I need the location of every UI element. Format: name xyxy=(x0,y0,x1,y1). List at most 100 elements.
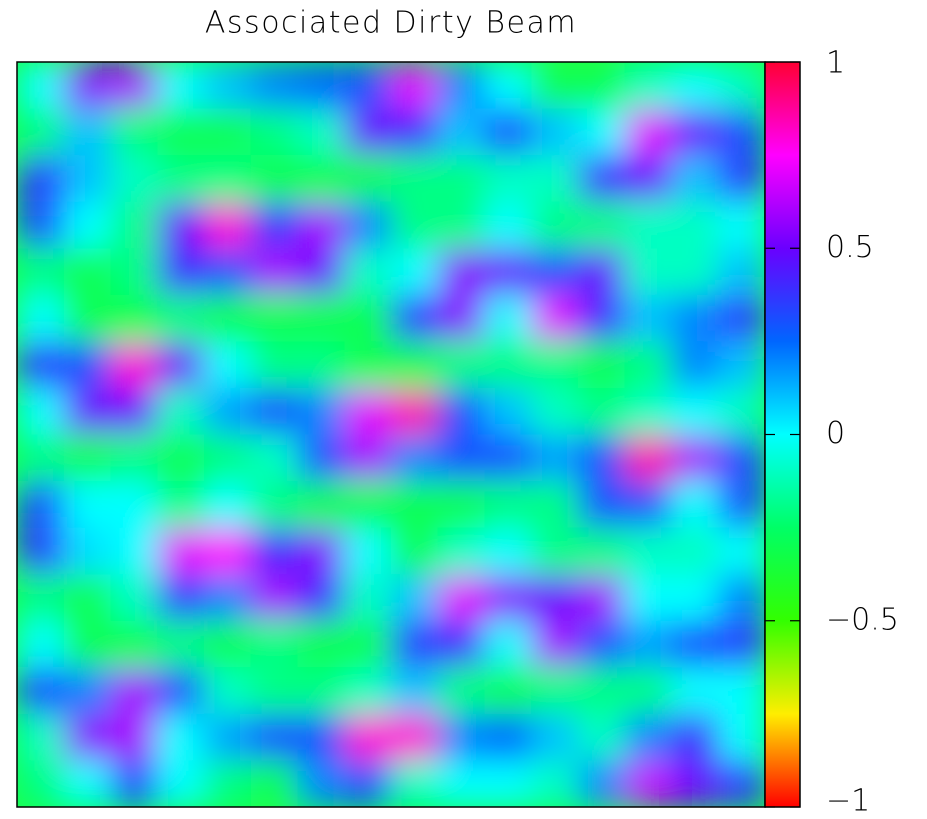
heatmap-cell xyxy=(204,294,252,342)
heatmap-cell xyxy=(671,201,719,249)
heatmap-cell xyxy=(531,434,579,482)
heatmap-cell xyxy=(671,294,719,342)
heatmap-cell xyxy=(531,713,579,761)
heatmap-cell xyxy=(718,434,765,482)
heatmap-cell xyxy=(718,620,765,668)
heatmap-cell xyxy=(344,620,392,668)
heatmap-cell xyxy=(578,481,626,529)
heatmap-cell xyxy=(250,760,298,807)
heatmap-cell xyxy=(671,760,719,807)
heatmap-cell xyxy=(157,481,205,529)
heatmap-cell xyxy=(63,155,111,203)
heatmap-cell xyxy=(344,667,392,715)
heatmap-cell xyxy=(437,108,485,156)
heatmap-cell xyxy=(578,201,626,249)
heatmap-cell xyxy=(484,387,532,435)
heatmap-cell xyxy=(484,62,532,110)
heatmap-cell xyxy=(391,294,439,342)
heatmap-cell xyxy=(391,155,439,203)
heatmap-cell xyxy=(531,341,579,389)
heatmap-cell xyxy=(63,620,111,668)
heatmap-cell xyxy=(484,155,532,203)
heatmap-cell xyxy=(578,574,626,622)
heatmap-cell xyxy=(437,760,485,807)
heatmap-cell xyxy=(484,667,532,715)
heatmap-cell xyxy=(157,760,205,807)
heatmap-cell xyxy=(531,155,579,203)
heatmap-cell xyxy=(204,620,252,668)
heatmap-cell xyxy=(671,155,719,203)
heatmap-cell xyxy=(484,527,532,575)
heatmap-cell xyxy=(17,434,65,482)
heatmap-cell xyxy=(204,108,252,156)
heatmap-cell xyxy=(671,62,719,110)
heatmap-cell xyxy=(391,760,439,807)
heatmap-cell xyxy=(391,387,439,435)
heatmap-cell xyxy=(531,294,579,342)
heatmap-cell xyxy=(157,294,205,342)
heatmap-cell xyxy=(157,108,205,156)
heatmap-cell xyxy=(391,62,439,110)
heatmap-cell xyxy=(344,527,392,575)
heatmap-cell xyxy=(110,481,158,529)
heatmap-cell xyxy=(578,341,626,389)
heatmap-cell xyxy=(157,667,205,715)
heatmap-cell xyxy=(437,481,485,529)
heatmap-cell xyxy=(718,155,765,203)
heatmap-cell xyxy=(250,713,298,761)
heatmap-cell xyxy=(391,667,439,715)
heatmap-cell xyxy=(110,574,158,622)
heatmap-cell xyxy=(17,574,65,622)
heatmap-cell xyxy=(531,574,579,622)
colorbar-ticks: −1 −0.5 0 0.5 1 xyxy=(765,46,899,819)
heatmap-cell xyxy=(63,108,111,156)
colorbar-tick-label: 0 xyxy=(826,416,845,451)
heatmap-cell xyxy=(297,620,345,668)
heatmap-cell xyxy=(17,294,65,342)
heatmap-cell xyxy=(344,248,392,296)
heatmap-cell xyxy=(624,248,672,296)
heatmap-cell xyxy=(718,760,765,807)
heatmap-cell xyxy=(204,387,252,435)
heatmap-cell xyxy=(110,387,158,435)
heatmap-cell xyxy=(204,667,252,715)
heatmap-cell xyxy=(578,620,626,668)
heatmap-cell xyxy=(17,667,65,715)
heatmap-cell xyxy=(624,481,672,529)
heatmap-cell xyxy=(63,201,111,249)
heatmap-cell xyxy=(484,294,532,342)
heatmap-cell xyxy=(297,713,345,761)
heatmap-cell xyxy=(63,574,111,622)
heatmap-cell xyxy=(110,294,158,342)
heatmap-cell xyxy=(624,155,672,203)
heatmap-cell xyxy=(110,201,158,249)
heatmap-cell xyxy=(671,387,719,435)
heatmap-cell xyxy=(63,667,111,715)
heatmap-cell xyxy=(204,760,252,807)
heatmap-cell xyxy=(344,760,392,807)
heatmap-cell xyxy=(671,574,719,622)
heatmap-cell xyxy=(157,574,205,622)
heatmap-cell xyxy=(297,387,345,435)
heatmap-cell xyxy=(624,294,672,342)
heatmap-cell xyxy=(578,434,626,482)
heatmap-cell xyxy=(17,527,65,575)
heatmap-cell xyxy=(344,201,392,249)
heatmap-cell xyxy=(157,155,205,203)
heatmap-cell xyxy=(297,294,345,342)
heatmap-cell xyxy=(63,434,111,482)
heatmap-cell xyxy=(204,713,252,761)
heatmap-cell xyxy=(391,527,439,575)
heatmap-cell xyxy=(578,108,626,156)
heatmap-cell xyxy=(391,341,439,389)
heatmap-cell xyxy=(297,62,345,110)
heatmap xyxy=(17,62,765,807)
heatmap-cell xyxy=(157,341,205,389)
heatmap-cell xyxy=(484,620,532,668)
heatmap-cell xyxy=(63,481,111,529)
heatmap-cell xyxy=(671,620,719,668)
heatmap-cell xyxy=(484,248,532,296)
heatmap-cell xyxy=(578,760,626,807)
heatmap-cell xyxy=(671,108,719,156)
heatmap-cell xyxy=(624,713,672,761)
